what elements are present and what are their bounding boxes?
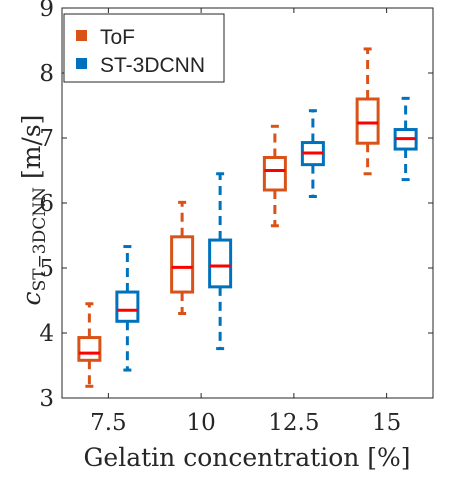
y-axis-label-subscript: ST−3DCNN <box>30 187 50 292</box>
box-st-3dcnn-15 <box>393 96 418 182</box>
iqr-box <box>262 156 287 192</box>
iqr-box <box>170 235 195 294</box>
legend-label: ST-3DCNN <box>100 54 205 77</box>
iqr-box <box>208 238 233 289</box>
legend: ToF ST-3DCNN <box>63 13 225 83</box>
x-tick-label: 10 <box>186 410 215 436</box>
y-tick-label: 9 <box>39 0 54 22</box>
legend-label: ToF <box>100 26 135 49</box>
y-axis-label: cST−3DCNN [m/s] <box>17 115 50 306</box>
iqr-box <box>115 290 140 323</box>
plot-layer: 3 4 5 6 7 8 9 7.5 10 12.5 15 <box>39 0 434 436</box>
box-st-3dcnn-12-5 <box>300 109 325 198</box>
box-st-3dcnn-10 <box>208 172 233 351</box>
y-tick-label: 5 <box>39 256 54 282</box>
y-axis-label-unit: [m/s] <box>17 115 46 187</box>
legend-swatch <box>76 58 87 69</box>
y-tick-label: 3 <box>39 386 54 412</box>
box-st-3dcnn-7-5 <box>115 245 140 372</box>
iqr-box <box>355 97 380 145</box>
box-tof-15 <box>355 47 380 176</box>
x-axis-label: Gelatin concentration [%] <box>83 443 410 472</box>
y-tick-label: 8 <box>39 61 54 87</box>
box-tof-12-5 <box>262 124 287 228</box>
x-tick-label: 7.5 <box>90 410 127 436</box>
box-tof-7-5 <box>77 302 102 388</box>
y-tick-label: 4 <box>39 321 54 347</box>
box-tof-10 <box>170 200 195 315</box>
y-tick-label: 6 <box>39 191 54 217</box>
y-axis-label-symbol: c <box>17 291 46 305</box>
x-tick-label: 15 <box>372 410 401 436</box>
y-tick-label: 7 <box>39 126 54 152</box>
legend-box <box>63 13 225 83</box>
x-tick-label: 12.5 <box>268 410 319 436</box>
iqr-box <box>77 336 102 362</box>
legend-swatch <box>76 30 87 41</box>
